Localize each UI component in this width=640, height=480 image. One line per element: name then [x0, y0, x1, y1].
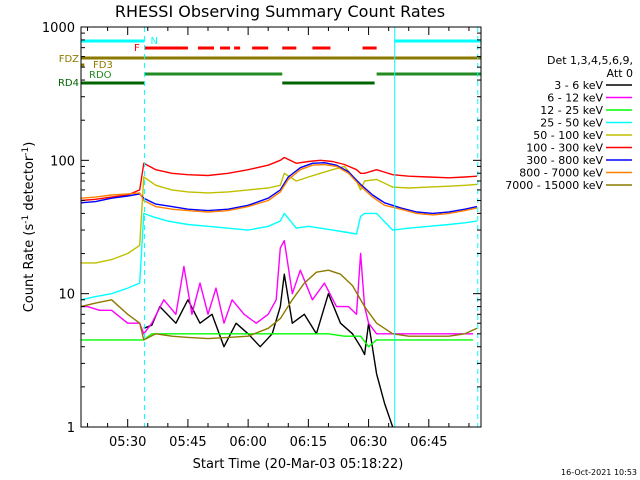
y-tick-label: 100 [50, 154, 75, 169]
legend-label: 6 - 12 keV [547, 92, 603, 105]
y-axis-label-sup1: -1 [21, 215, 31, 224]
y-axis-label: Count Rate (s-1 detector-1) [21, 142, 37, 313]
series-line [80, 212, 478, 301]
legend-label: 3 - 6 keV [554, 79, 603, 92]
generation-timestamp: 16-Oct-2021 10:53 [561, 468, 637, 477]
legend-label: 300 - 800 keV [526, 154, 603, 167]
plot-frame [80, 26, 482, 428]
x-axis-label: Start Time (20-Mar-03 05:18:22) [193, 457, 404, 472]
legend-label: 100 - 300 keV [526, 142, 603, 155]
legend-label: 12 - 25 keV [540, 104, 603, 117]
flag-label: RDO [89, 70, 112, 81]
flag-label: FDZ [59, 54, 79, 65]
y-tick-label: 10 [58, 288, 75, 303]
y-tick-label: 1 [67, 421, 75, 436]
x-tick-label: 05:45 [169, 435, 206, 450]
x-tick-label: 05:30 [109, 435, 146, 450]
flag-label: F [134, 43, 140, 54]
y-axis-label-mid: detector [22, 155, 37, 215]
series-line [81, 239, 473, 335]
series-line [80, 163, 478, 216]
y-tick-label: 1000 [42, 21, 75, 36]
flag-label: RD4 [58, 78, 79, 89]
flag-label: N [151, 36, 158, 47]
series-layer [80, 156, 478, 428]
axes-layer: 1 10 100 1000 05:30 05:45 06:00 06:15 06:30 06:45 [42, 21, 481, 450]
x-tick-label: 06:45 [410, 435, 447, 450]
series-line [80, 156, 478, 202]
detector-info-line1: Det 1,3,4,5,6,9, [547, 54, 633, 67]
flag-label: FD3 [93, 60, 113, 71]
detector-info-line2: Att 0 [607, 67, 633, 80]
x-tick-label: 06:15 [290, 435, 327, 450]
y-axis-label-end: ) [22, 142, 37, 147]
legend-label: 7000 - 15000 keV [505, 179, 603, 192]
series-line [80, 269, 478, 341]
legend-label: 50 - 100 keV [533, 129, 603, 142]
y-axis-label-sup2: -1 [21, 147, 31, 156]
chart-title: RHESSI Observing Summary Count Rates [115, 2, 445, 21]
legend-label: 25 - 50 keV [540, 117, 603, 130]
series-line [81, 333, 473, 348]
y-axis-label-main: Count Rate (s [22, 224, 37, 313]
legend-label: 800 - 7000 keV [519, 167, 603, 180]
x-tick-label: 06:00 [229, 435, 266, 450]
x-tick-label: 06:30 [350, 435, 387, 450]
